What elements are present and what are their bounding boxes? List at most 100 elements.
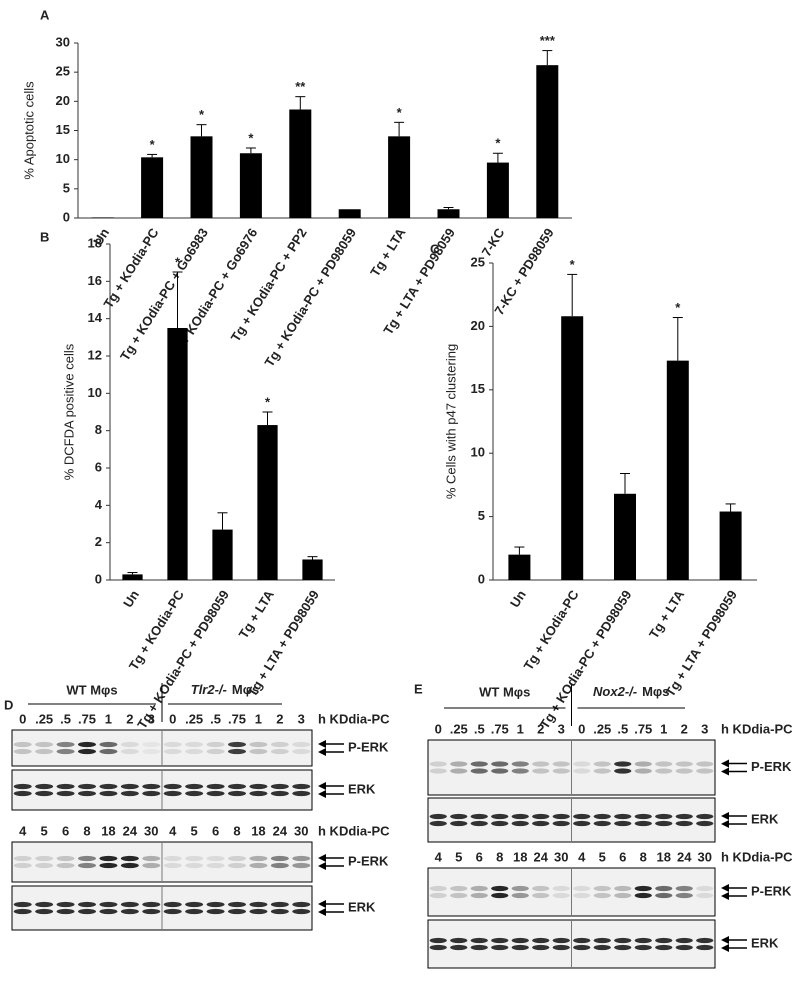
band bbox=[228, 790, 246, 797]
band bbox=[120, 855, 139, 862]
band bbox=[429, 944, 447, 951]
time-label: .5 bbox=[474, 721, 485, 736]
band bbox=[35, 901, 54, 908]
band bbox=[696, 820, 714, 827]
band bbox=[120, 862, 139, 869]
time-unit: h KDdia-PC bbox=[721, 849, 793, 864]
band bbox=[675, 813, 693, 820]
band bbox=[13, 741, 32, 748]
band bbox=[593, 937, 611, 944]
band bbox=[450, 937, 468, 944]
band bbox=[13, 790, 32, 797]
band bbox=[675, 944, 693, 951]
band bbox=[491, 820, 509, 827]
cell-type: Mφs bbox=[642, 684, 669, 699]
time-label: 5 bbox=[599, 849, 606, 864]
band bbox=[99, 748, 118, 755]
cell-type: Mφs bbox=[232, 682, 259, 697]
bar bbox=[666, 360, 689, 580]
band bbox=[470, 820, 488, 827]
band bbox=[142, 901, 161, 908]
band bbox=[249, 901, 268, 908]
band bbox=[142, 741, 161, 748]
panel-letter: D bbox=[4, 697, 13, 712]
band bbox=[634, 813, 652, 820]
band bbox=[228, 862, 246, 869]
band bbox=[470, 937, 488, 944]
band bbox=[532, 892, 550, 899]
band bbox=[634, 892, 652, 899]
band bbox=[470, 768, 488, 774]
band bbox=[249, 908, 268, 915]
bar bbox=[167, 328, 188, 580]
band bbox=[696, 761, 714, 767]
band bbox=[292, 783, 311, 790]
y-tick-label: 2 bbox=[95, 534, 102, 549]
time-label: 3 bbox=[558, 721, 565, 736]
band bbox=[491, 892, 509, 899]
time-label: 0 bbox=[19, 711, 26, 726]
band bbox=[491, 768, 509, 774]
time-label: 30 bbox=[698, 849, 712, 864]
band bbox=[78, 862, 96, 869]
band bbox=[470, 813, 488, 820]
band bbox=[206, 901, 225, 908]
band bbox=[163, 862, 182, 869]
significance-label: * bbox=[175, 254, 181, 269]
band bbox=[552, 937, 570, 944]
band bbox=[634, 820, 652, 827]
band bbox=[634, 768, 652, 774]
x-tick-label: Tg + LTA bbox=[367, 225, 409, 279]
band-label: ERK bbox=[348, 899, 376, 914]
band bbox=[450, 885, 468, 892]
time-label: 6 bbox=[62, 823, 69, 838]
time-label: 4 bbox=[435, 849, 443, 864]
time-label: 2 bbox=[681, 721, 688, 736]
y-tick-label: 10 bbox=[471, 445, 485, 460]
bar bbox=[91, 217, 114, 218]
band bbox=[249, 741, 268, 748]
band-label: P-ERK bbox=[751, 883, 792, 898]
band bbox=[99, 741, 118, 748]
time-label: 8 bbox=[640, 849, 647, 864]
band bbox=[511, 892, 529, 899]
time-label: 4 bbox=[169, 823, 177, 838]
time-label: 6 bbox=[619, 849, 626, 864]
time-label: .75 bbox=[634, 721, 652, 736]
band bbox=[552, 768, 570, 774]
panel-letter: A bbox=[40, 7, 50, 22]
band bbox=[99, 908, 118, 915]
band bbox=[429, 892, 447, 899]
panel-letter: E bbox=[414, 681, 423, 696]
time-label: 24 bbox=[123, 823, 138, 838]
time-label: 0 bbox=[578, 721, 585, 736]
time-label: .25 bbox=[185, 711, 203, 726]
band bbox=[573, 944, 591, 951]
band bbox=[675, 892, 693, 899]
band bbox=[270, 741, 289, 748]
band bbox=[292, 901, 311, 908]
band bbox=[696, 937, 714, 944]
band bbox=[593, 761, 611, 767]
time-label: .25 bbox=[593, 721, 611, 736]
genotype: Nox2-/- bbox=[593, 684, 637, 699]
band bbox=[163, 908, 182, 915]
band bbox=[292, 908, 311, 915]
x-tick-label: Un bbox=[507, 587, 529, 610]
band bbox=[429, 761, 447, 767]
arrow-head bbox=[721, 944, 729, 952]
band bbox=[270, 855, 289, 862]
band bbox=[429, 813, 447, 820]
time-label: 1 bbox=[517, 721, 524, 736]
group-label: Tlr2-/- Mφs bbox=[191, 682, 259, 697]
band bbox=[78, 855, 96, 862]
y-tick-label: 5 bbox=[478, 508, 485, 523]
band bbox=[655, 937, 673, 944]
band bbox=[292, 790, 311, 797]
band bbox=[206, 790, 225, 797]
band bbox=[13, 862, 32, 869]
x-tick-label: Tg + KOdia-PC + PD98059 bbox=[134, 587, 232, 731]
band bbox=[228, 783, 246, 790]
time-label: 30 bbox=[554, 849, 568, 864]
band bbox=[292, 862, 311, 869]
